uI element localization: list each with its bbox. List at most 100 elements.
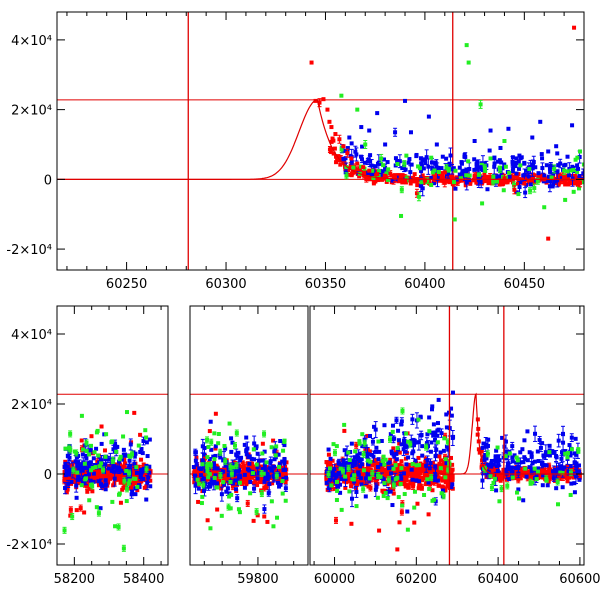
point-marker bbox=[103, 454, 108, 459]
point-marker bbox=[96, 453, 101, 458]
point-marker bbox=[408, 130, 413, 135]
point-marker bbox=[500, 182, 505, 187]
point-marker bbox=[104, 432, 109, 437]
point-marker bbox=[389, 173, 394, 178]
data-point bbox=[94, 430, 99, 435]
point-marker bbox=[79, 438, 84, 443]
data-point bbox=[361, 165, 366, 170]
point-marker bbox=[436, 170, 441, 175]
point-marker bbox=[120, 475, 125, 480]
point-marker bbox=[205, 518, 210, 523]
data-point bbox=[104, 471, 109, 476]
point-marker bbox=[249, 461, 254, 466]
point-marker bbox=[92, 468, 97, 473]
data-point bbox=[124, 453, 129, 458]
point-marker bbox=[419, 180, 424, 185]
point-marker bbox=[444, 165, 449, 170]
point-marker bbox=[344, 173, 349, 178]
data-point bbox=[499, 179, 504, 184]
point-marker bbox=[479, 167, 484, 172]
point-marker bbox=[113, 441, 118, 446]
point-marker bbox=[494, 179, 499, 184]
point-marker bbox=[472, 139, 477, 143]
point-marker bbox=[575, 182, 580, 187]
point-marker bbox=[99, 424, 104, 429]
point-marker bbox=[527, 167, 532, 172]
data-point bbox=[139, 446, 144, 451]
data-point bbox=[430, 170, 435, 175]
data-point bbox=[577, 174, 582, 179]
data-point bbox=[78, 477, 83, 482]
data-point bbox=[467, 173, 472, 178]
data-point bbox=[103, 487, 108, 492]
data-point bbox=[466, 60, 471, 65]
point-marker bbox=[89, 434, 94, 439]
point-marker bbox=[121, 447, 126, 452]
point-marker bbox=[559, 178, 564, 183]
data-point bbox=[568, 178, 573, 183]
data-point bbox=[215, 507, 220, 512]
point-marker bbox=[134, 470, 139, 475]
point-marker bbox=[135, 484, 140, 489]
data-point bbox=[84, 439, 89, 447]
data-point bbox=[346, 168, 351, 173]
point-marker bbox=[73, 476, 78, 481]
point-marker bbox=[568, 178, 573, 183]
point-marker bbox=[429, 160, 434, 165]
point-marker bbox=[104, 482, 109, 487]
data-point bbox=[453, 168, 458, 173]
point-marker bbox=[442, 180, 447, 185]
point-marker bbox=[126, 475, 131, 480]
data-point bbox=[309, 60, 314, 65]
data-point bbox=[393, 173, 398, 183]
point-marker bbox=[384, 171, 389, 176]
point-marker bbox=[130, 482, 135, 487]
point-marker bbox=[213, 446, 218, 451]
data-point bbox=[374, 169, 379, 174]
point-marker bbox=[472, 175, 477, 180]
data-point bbox=[82, 510, 87, 515]
data-point bbox=[331, 151, 336, 156]
point-marker bbox=[116, 524, 121, 529]
data-point bbox=[127, 478, 132, 483]
plot-area bbox=[57, 12, 584, 270]
point-marker bbox=[475, 159, 480, 164]
data-point bbox=[479, 167, 484, 172]
point-marker bbox=[87, 498, 92, 503]
data-point bbox=[118, 454, 123, 459]
plot-segment bbox=[57, 393, 168, 552]
point-marker bbox=[455, 180, 460, 185]
point-marker bbox=[485, 187, 490, 192]
point-marker bbox=[359, 154, 364, 159]
data-point bbox=[63, 446, 68, 451]
point-marker bbox=[87, 486, 92, 491]
point-marker bbox=[357, 174, 362, 179]
data-point bbox=[333, 132, 338, 137]
data-point bbox=[460, 171, 465, 176]
point-marker bbox=[83, 483, 88, 488]
data-point bbox=[385, 160, 390, 165]
data-point bbox=[96, 479, 101, 484]
data-point bbox=[447, 161, 452, 166]
point-marker bbox=[82, 466, 87, 471]
point-marker bbox=[581, 162, 584, 167]
data-point bbox=[94, 505, 99, 510]
point-marker bbox=[70, 463, 75, 468]
point-marker bbox=[396, 173, 401, 178]
point-marker bbox=[578, 180, 583, 185]
point-marker bbox=[573, 157, 578, 162]
point-marker bbox=[416, 164, 421, 169]
point-marker bbox=[83, 443, 88, 448]
data-point bbox=[90, 489, 95, 494]
data-point bbox=[68, 430, 73, 438]
point-marker bbox=[503, 164, 508, 169]
data-point bbox=[517, 153, 522, 158]
point-marker bbox=[370, 168, 375, 173]
point-marker bbox=[78, 506, 83, 511]
data-point bbox=[207, 429, 212, 434]
point-marker bbox=[77, 481, 82, 486]
data-point bbox=[462, 152, 467, 157]
data-point bbox=[118, 500, 123, 505]
data-point bbox=[88, 478, 93, 483]
data-point bbox=[526, 179, 531, 184]
